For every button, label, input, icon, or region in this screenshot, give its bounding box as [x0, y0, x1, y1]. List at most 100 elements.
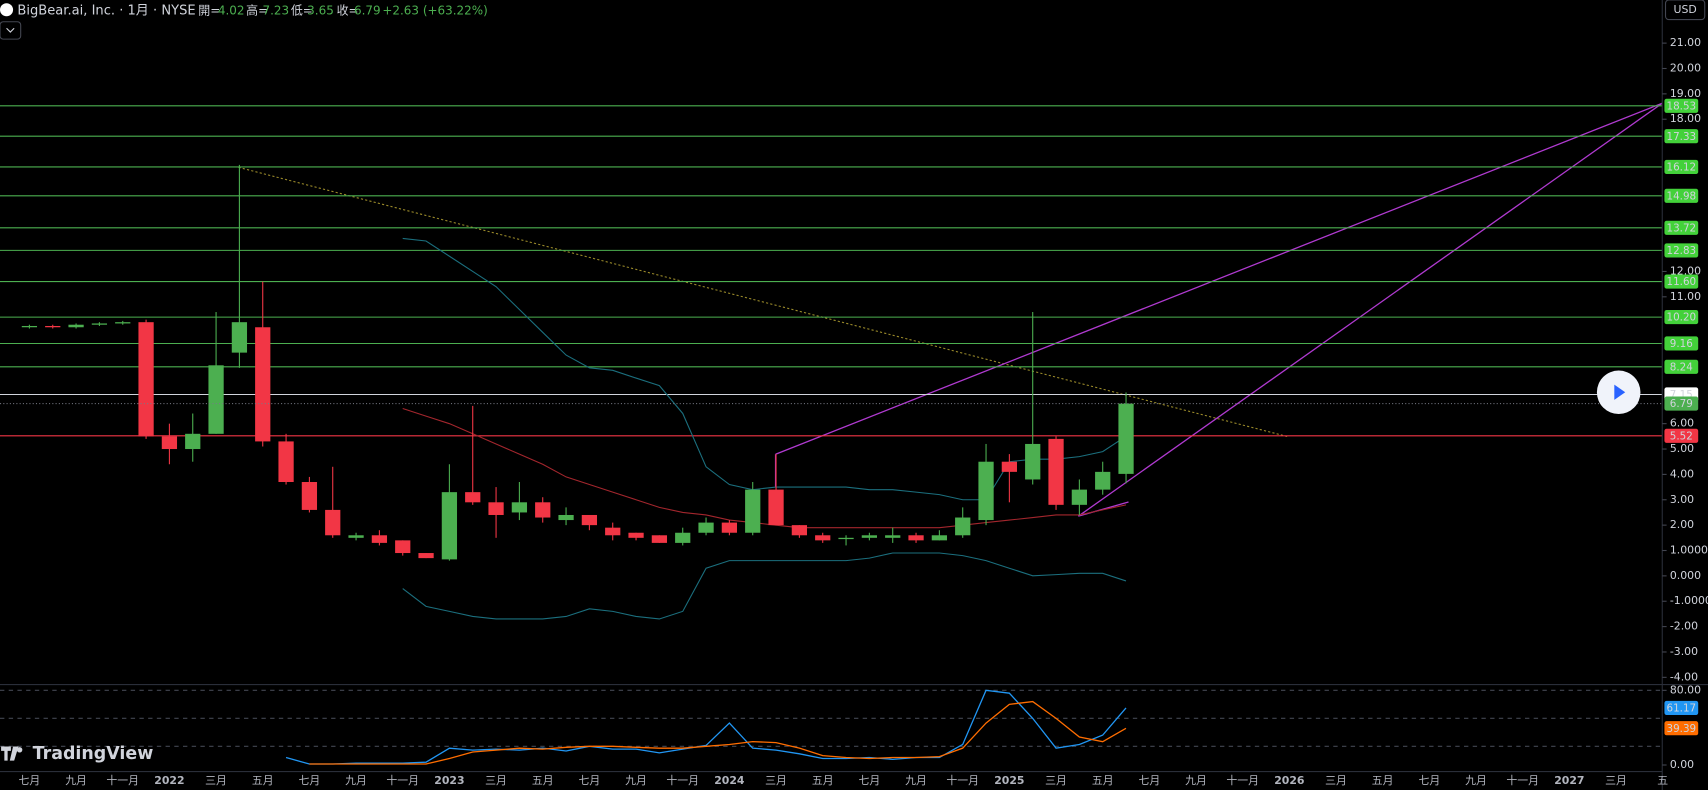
- candle-body: [91, 323, 108, 325]
- close-label: 收=: [337, 3, 359, 17]
- candle-body: [488, 502, 504, 515]
- level-label: 7.15: [1670, 389, 1693, 401]
- candle-body: [418, 553, 434, 559]
- x-tick-label: 2022: [154, 774, 184, 787]
- close-value: 6.79: [354, 3, 381, 17]
- x-tick-label: 三月: [1045, 774, 1067, 787]
- x-tick-label: 十一月: [666, 773, 699, 787]
- candle-body: [861, 535, 878, 538]
- x-tick-label: 三月: [765, 774, 787, 787]
- oscillator-line: [309, 700, 1127, 765]
- oscillator-value-label: 39.39: [1667, 723, 1697, 735]
- level-label-bg: [1664, 428, 1699, 443]
- oscillator-line: [285, 689, 1127, 765]
- x-tick-label: 十一月: [1506, 773, 1539, 787]
- currency-button[interactable]: [1664, 0, 1706, 21]
- x-tick-label: 五月: [532, 774, 554, 787]
- candle-body: [1071, 489, 1087, 505]
- level-label-bg: [1664, 336, 1699, 351]
- drawing-line: [1078, 102, 1663, 517]
- candle-body: [511, 502, 528, 513]
- logo-dot: [16, 747, 23, 753]
- x-tick-label: 2027: [1554, 774, 1584, 787]
- oscillator-value-bg: [1664, 700, 1699, 715]
- x-tick-label: 2024: [714, 774, 745, 787]
- logo-icon: [1, 746, 19, 761]
- oscillator-value-label: 61.17: [1667, 702, 1697, 714]
- x-tick-label: 五月: [1092, 774, 1114, 787]
- candle-body: [651, 535, 668, 543]
- candle-body: [605, 527, 621, 536]
- candle-body: [1025, 443, 1041, 480]
- candle-body: [231, 322, 248, 353]
- level-label-bg: [1664, 310, 1699, 325]
- level-label: 17.33: [1667, 131, 1697, 143]
- x-tick-label: 五月: [1372, 774, 1394, 787]
- symbol-icon: [0, 3, 14, 17]
- level-label: 5.52: [1670, 430, 1693, 442]
- x-tick-label: 九月: [345, 774, 367, 787]
- play-icon[interactable]: [1614, 384, 1626, 400]
- play-button[interactable]: [1596, 370, 1641, 415]
- candle-body: [161, 436, 178, 450]
- open-label: 開=: [198, 3, 220, 17]
- x-tick-label: 七月: [1138, 774, 1160, 787]
- candle-body: [838, 537, 854, 540]
- level-label-bg: [1664, 220, 1699, 235]
- x-tick-label: 七月: [19, 774, 41, 787]
- y-tick-label: 3.00: [1670, 493, 1694, 506]
- level-label: 12.83: [1667, 245, 1697, 257]
- last-price-bg: [1664, 396, 1699, 411]
- candle-body: [745, 489, 761, 533]
- low-label: 低=: [291, 3, 313, 17]
- candle-body: [535, 502, 551, 518]
- x-tick-label: 2025: [994, 774, 1024, 787]
- candle-body: [465, 492, 481, 503]
- level-label-bg: [1664, 274, 1699, 289]
- candle-body: [815, 535, 831, 541]
- x-tick-label: 九月: [905, 774, 927, 787]
- candle-body: [325, 509, 341, 536]
- oscillator-tick-label: 0.00: [1670, 758, 1694, 771]
- collapse-button[interactable]: [0, 21, 22, 40]
- candle-body: [45, 325, 61, 328]
- candle-body: [955, 517, 971, 536]
- drawing-line: [775, 102, 1663, 455]
- candle-body: [978, 461, 994, 521]
- candle-body: [628, 532, 644, 538]
- candle-body: [1095, 471, 1111, 490]
- x-tick-label: 三月: [485, 774, 507, 787]
- x-tick-label: 十一月: [946, 773, 979, 787]
- header: BigBear.ai, Inc. · 1月 · NYSE 開= 4.02 高= …: [0, 2, 488, 40]
- level-label: 10.20: [1667, 312, 1697, 324]
- level-label: 11.60: [1667, 276, 1697, 288]
- candle-body: [68, 324, 84, 328]
- watermark: TradingView: [1, 744, 153, 764]
- x-tick-label: 九月: [625, 774, 647, 787]
- x-tick-label: 五月: [252, 774, 274, 787]
- oscillator-value-bg: [1664, 721, 1699, 736]
- y-tick-label: 20.00: [1670, 62, 1701, 75]
- candle-body: [721, 522, 738, 533]
- trend-line: [238, 166, 1289, 438]
- candle-body: [441, 492, 458, 560]
- y-tick-label: 1.0000: [1670, 544, 1708, 557]
- low-value: 3.65: [307, 3, 334, 17]
- candle-body: [371, 535, 388, 543]
- candle-body: [185, 433, 201, 450]
- candle-body: [791, 525, 808, 536]
- currency[interactable]: USD: [1674, 3, 1697, 16]
- time-axis: 七月 九月 十一月 2022 三月 五月 七月 九月 十一月 2023 三月 五月 七月 九月 十一月 202…: [19, 773, 1669, 787]
- x-tick-label: 五月: [812, 774, 834, 787]
- y-tick-label: -2.00: [1670, 620, 1698, 633]
- candle-body: [1001, 461, 1018, 472]
- watermark-text: TradingView: [33, 744, 154, 764]
- y-tick-label: 0.000: [1670, 569, 1701, 582]
- y-tick-label: 11.00: [1670, 290, 1701, 303]
- level-label: 13.72: [1667, 222, 1697, 234]
- candle-body: [301, 482, 318, 510]
- x-tick-label: 三月: [205, 774, 227, 787]
- price-pane: [0, 102, 1663, 620]
- x-tick-label: 九月: [65, 774, 87, 787]
